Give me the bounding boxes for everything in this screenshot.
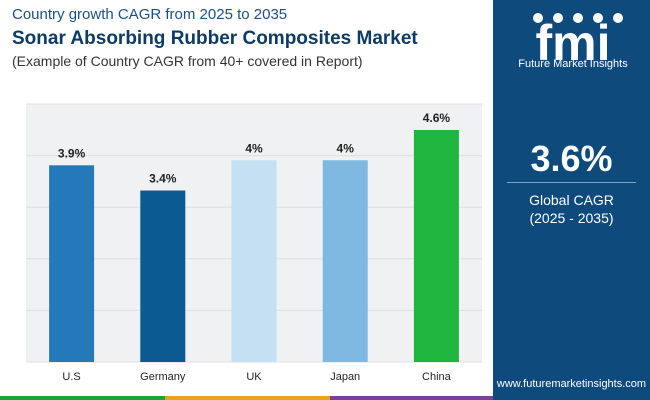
global-cagr-title: Global CAGR — [529, 192, 614, 208]
summary-sidebar: fmi Future Market Insights 3.6% Global C… — [493, 0, 650, 400]
value-label: 4% — [245, 141, 263, 155]
bar-u-s — [49, 165, 95, 362]
bottom-bar-purple — [330, 396, 493, 400]
bottom-bar-green — [0, 396, 165, 400]
bar-china — [413, 130, 459, 362]
value-label: 4% — [337, 141, 355, 155]
x-tick-label: U.S — [62, 371, 80, 383]
chart-supertitle: Country growth CAGR from 2025 to 2035 — [12, 6, 288, 23]
website-link[interactable]: www.futuremarketinsights.com — [496, 378, 647, 390]
x-tick-label: Japan — [330, 371, 360, 383]
x-tick-label: UK — [246, 371, 262, 383]
fmi-logo: fmi — [533, 13, 623, 71]
bar-germany — [140, 190, 186, 362]
value-label: 3.9% — [58, 146, 86, 160]
global-cagr-period: (2025 - 2035) — [529, 210, 614, 226]
chart-description: (Example of Country CAGR from 40+ covere… — [12, 53, 363, 69]
x-tick-label: China — [422, 371, 452, 383]
global-cagr-label: Global CAGR (2025 - 2035) — [493, 191, 650, 227]
chart-panel: Country growth CAGR from 2025 to 2035 So… — [12, 6, 490, 383]
value-label: 3.4% — [149, 172, 177, 186]
chart-title: Sonar Absorbing Rubber Composites Market — [12, 28, 418, 49]
bar-chart: 3.9% U.S 3.4% Germany 4% UK 4% Japan 4.6% China — [26, 103, 482, 383]
divider — [507, 182, 636, 183]
value-label: 4.6% — [423, 111, 451, 125]
chart-header: Country growth CAGR from 2025 to 2035 So… — [12, 6, 490, 70]
logo-text: Future Market Insights — [518, 58, 628, 70]
global-cagr-value: 3.6% — [530, 138, 613, 179]
bar-japan — [322, 160, 368, 362]
bar-uk — [231, 160, 277, 362]
bottom-bar-orange — [165, 396, 330, 400]
svg-text:fmi: fmi — [536, 15, 611, 71]
x-tick-label: Germany — [140, 371, 186, 383]
bottom-color-bar — [0, 396, 493, 400]
